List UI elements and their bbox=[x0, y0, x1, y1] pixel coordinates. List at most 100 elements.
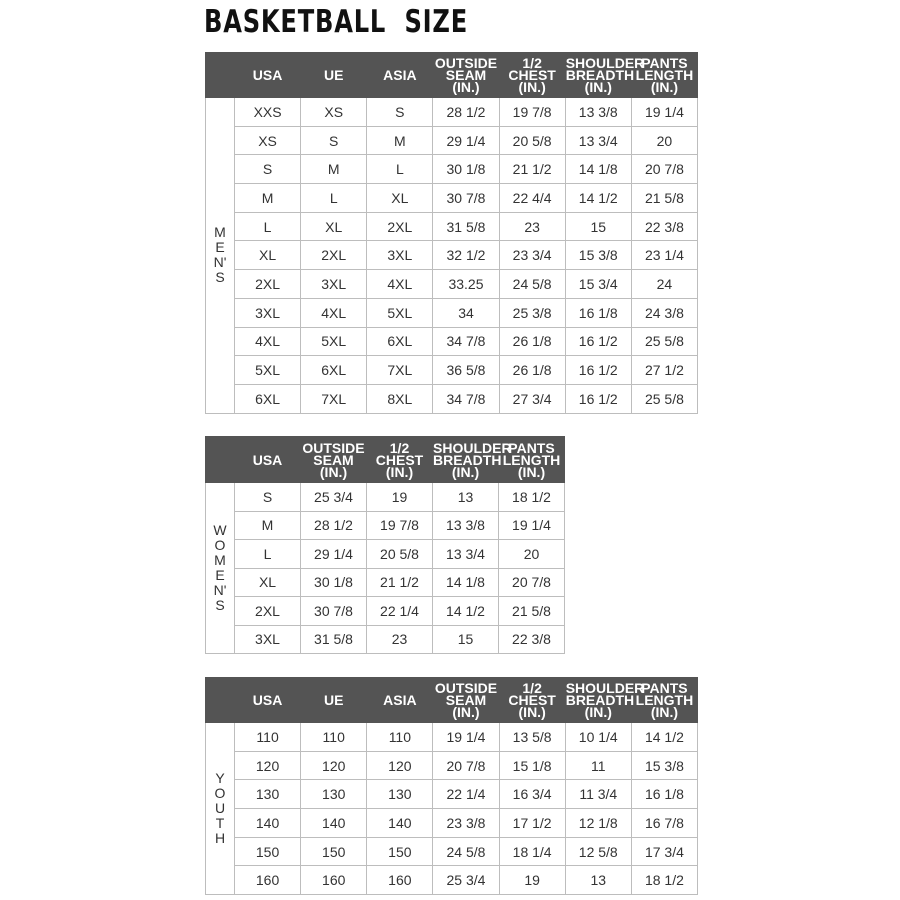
table-row: XL 30 1/8 21 1/2 14 1/8 20 7/8 bbox=[206, 567, 565, 597]
column-header: UE bbox=[300, 52, 368, 98]
section-label-letter: W bbox=[213, 522, 227, 538]
table-cell: 2XL bbox=[234, 596, 301, 626]
table-cell: 23 3/4 bbox=[498, 240, 566, 271]
table-row: 6XL 7XL 8XL 34 7/8 27 3/4 16 1/2 25 5/8 bbox=[206, 383, 699, 414]
column-header: SHOULDER BREADTH (IN.) bbox=[564, 677, 644, 723]
table-cell: 150 bbox=[300, 836, 368, 867]
column-header: UE bbox=[300, 677, 368, 723]
table-cell: 20 bbox=[498, 539, 565, 569]
section-label-letter: M bbox=[214, 224, 226, 241]
table-cell: 15 1/8 bbox=[498, 750, 566, 781]
table-cell: 10 1/4 bbox=[564, 722, 632, 752]
table-row: 140 140 140 23 3/8 17 1/2 12 1/8 16 7/8 bbox=[206, 808, 699, 838]
table-cell: 16 1/2 bbox=[564, 383, 632, 414]
table-cell: 30 7/8 bbox=[432, 183, 500, 213]
table-cell: 16 1/8 bbox=[630, 779, 699, 810]
table-cell: XXS bbox=[233, 97, 302, 127]
table-cell: 3XL bbox=[366, 240, 434, 271]
table-cell: 23 1/4 bbox=[630, 240, 699, 271]
table-cell: 110 bbox=[366, 722, 434, 752]
table-cell: S bbox=[233, 154, 302, 185]
table-cell: 27 1/2 bbox=[630, 355, 699, 385]
table-cell: 160 bbox=[366, 865, 434, 896]
table-cell: 17 3/4 bbox=[630, 836, 699, 867]
table-cell: 16 1/2 bbox=[564, 355, 632, 385]
table-cell: 130 bbox=[366, 779, 434, 810]
header-corner bbox=[205, 677, 235, 723]
table-cell: 24 3/8 bbox=[630, 297, 699, 328]
table-cell: 25 5/8 bbox=[630, 326, 699, 357]
table-cell: 3XL bbox=[234, 624, 301, 654]
section-label-letter: N' bbox=[213, 582, 227, 598]
table-cell: S bbox=[366, 97, 434, 127]
table-cell: 15 bbox=[432, 624, 499, 654]
table-cell: 12 1/8 bbox=[564, 808, 632, 838]
table-cell: M bbox=[300, 154, 368, 185]
table-cell: 24 bbox=[630, 269, 699, 299]
table-cell: XS bbox=[300, 97, 368, 127]
table-cell: 34 7/8 bbox=[432, 326, 500, 357]
table-row: 5XL 6XL 7XL 36 5/8 26 1/8 16 1/2 27 1/2 bbox=[206, 355, 699, 385]
table-cell: 29 1/4 bbox=[432, 125, 500, 156]
column-header: OUTSIDE SEAM (IN.) bbox=[300, 436, 367, 483]
table-cell: 15 bbox=[564, 211, 632, 242]
table-cell: 3XL bbox=[300, 269, 368, 299]
table-cell: 150 bbox=[366, 836, 434, 867]
table-cell: 11 bbox=[564, 750, 632, 781]
table-cell: 14 1/2 bbox=[630, 722, 699, 752]
table-cell: 16 7/8 bbox=[630, 808, 699, 838]
table-cell: 25 3/4 bbox=[432, 865, 500, 896]
section-label: M E N' S bbox=[205, 97, 235, 414]
table-cell: 7XL bbox=[366, 355, 434, 385]
section-label-letter: O bbox=[214, 537, 226, 553]
section-label-letter: E bbox=[215, 239, 225, 256]
table-cell: 21 1/2 bbox=[498, 154, 566, 185]
table-cell: 14 1/2 bbox=[564, 183, 632, 213]
table-cell: S bbox=[234, 482, 301, 512]
table-row: XL 2XL 3XL 32 1/2 23 3/4 15 3/8 23 1/4 bbox=[206, 240, 699, 271]
table-cell: 19 7/8 bbox=[498, 97, 566, 127]
table-cell: 25 3/8 bbox=[498, 297, 566, 328]
table-cell: M bbox=[234, 510, 301, 540]
table-row: S M L 30 1/8 21 1/2 14 1/8 20 7/8 bbox=[206, 154, 699, 185]
table-cell: 4XL bbox=[300, 297, 368, 328]
section-label-letter: H bbox=[214, 830, 226, 847]
table-cell: 4XL bbox=[366, 269, 434, 299]
section-label-letter: S bbox=[215, 597, 225, 613]
table-cell: XL bbox=[300, 211, 368, 242]
table-row: 3XL 4XL 5XL 34 25 3/8 16 1/8 24 3/8 bbox=[206, 297, 699, 328]
table-cell: 3XL bbox=[233, 297, 302, 328]
table-cell: 19 7/8 bbox=[366, 510, 433, 540]
table-cell: 21 5/8 bbox=[498, 596, 565, 626]
table-cell: 17 1/2 bbox=[498, 808, 566, 838]
table-row: Y O U T H 110 110 110 19 1/4 13 5/8 10 1/4 14 1/2 bbox=[205, 721, 699, 896]
table-cell: 13 3/4 bbox=[432, 539, 499, 569]
table-cell: L bbox=[366, 154, 434, 185]
table-cell: 28 1/2 bbox=[300, 510, 367, 540]
table-cell: M bbox=[233, 183, 302, 213]
table-cell: 11 3/4 bbox=[564, 779, 632, 810]
table-cell: 2XL bbox=[300, 240, 368, 271]
table-cell: 22 1/4 bbox=[366, 596, 433, 626]
table-cell: 5XL bbox=[300, 326, 368, 357]
table-cell: 21 1/2 bbox=[366, 567, 433, 597]
column-header: PANTS LENGTH (IN.) bbox=[498, 436, 565, 483]
table-row: XS S M 29 1/4 20 5/8 13 3/4 20 bbox=[206, 125, 699, 156]
table-row: M L XL 30 7/8 22 4/4 14 1/2 21 5/8 bbox=[206, 183, 699, 213]
table-row: W O M E N' S S 25 3/4 19 13 18 1/2 bbox=[205, 482, 565, 654]
column-header: 1/2 CHEST (IN.) bbox=[498, 52, 566, 98]
table-cell: 13 5/8 bbox=[498, 722, 566, 752]
table-cell: 30 1/8 bbox=[300, 567, 367, 597]
table-cell: 120 bbox=[366, 750, 434, 781]
column-header: 1/2 CHEST (IN.) bbox=[366, 436, 433, 483]
header-row: USA UE ASIA OUTSIDE SEAM (IN.) 1/2 CHEST (IN… bbox=[205, 52, 699, 98]
table-cell: 24 5/8 bbox=[498, 269, 566, 299]
table-cell: 120 bbox=[300, 750, 368, 781]
table-cell: 19 bbox=[498, 865, 566, 896]
table-cell: 23 bbox=[366, 624, 433, 654]
column-header: ASIA bbox=[366, 677, 434, 723]
table-cell: 2XL bbox=[366, 211, 434, 242]
table-row: 130 130 130 22 1/4 16 3/4 11 3/4 16 1/8 bbox=[206, 779, 699, 810]
table-cell: 7XL bbox=[300, 383, 368, 414]
